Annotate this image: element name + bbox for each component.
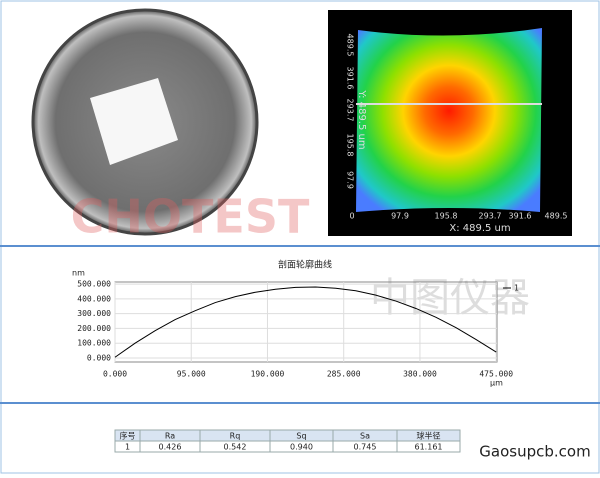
y-tick-label: 100.000 <box>77 339 111 348</box>
result-table: 序号 Ra Rq Sq Sa 球半径 1 0.426 0.542 0.940 0.745 61.161 <box>114 429 461 453</box>
x-tick-label: 0.000 <box>103 370 127 379</box>
data-cell: 0.745 <box>354 443 377 452</box>
x-axis-label: μm <box>490 379 503 388</box>
x-tick-label: 475.000 <box>479 370 513 379</box>
header-cell: Ra <box>165 432 175 441</box>
header-cell: Rq <box>230 432 241 441</box>
data-cell: 0.426 <box>159 443 182 452</box>
y-tick-label: 293.7 <box>346 99 355 122</box>
x-tick-label: 380.000 <box>403 370 437 379</box>
header-cell: Sq <box>296 432 306 441</box>
x-tick-label: 391.6 <box>509 212 532 221</box>
chart-title: 剖面轮廓曲线 <box>278 259 332 271</box>
data-cell: 61.161 <box>415 443 443 452</box>
x-tick-label: 0 <box>349 212 354 221</box>
data-cell: 0.940 <box>290 443 313 452</box>
x-tick-label: 190.000 <box>251 370 285 379</box>
y-tick-label: 391.6 <box>346 67 355 90</box>
x-tick-label: 489.5 <box>545 212 568 221</box>
y-tick-label: 195.8 <box>346 134 355 157</box>
y-axis-label: Y: 489.5 um <box>356 89 367 149</box>
y-tick-label: 400.000 <box>77 294 111 303</box>
x-axis-label: X: 489.5 um <box>449 223 510 234</box>
heatmap-surface <box>356 28 542 212</box>
watermark: CHOTEST <box>71 190 310 244</box>
y-axis-label: nm <box>72 269 85 278</box>
x-tick-label: 293.7 <box>479 212 502 221</box>
table-cell <box>396 440 461 453</box>
y-tick-label: 200.000 <box>77 324 111 333</box>
profile-curve <box>114 286 497 358</box>
x-tick-label: 97.9 <box>391 212 409 221</box>
legend-label: 1 <box>514 284 519 293</box>
footer-watermark: Gaosupcb.com <box>479 443 590 461</box>
header-cell: Sa <box>360 432 370 441</box>
header-cell: 序号 <box>120 431 136 441</box>
y-tick-label: 0.000 <box>87 354 111 363</box>
data-cell: 0.542 <box>224 443 247 452</box>
y-tick-label: 489.5 <box>346 34 355 57</box>
header-cell: 球半径 <box>417 431 441 441</box>
x-tick-label: 195.8 <box>435 212 458 221</box>
heatmap-axes: 0 97.9 195.8 293.7 391.6 489.5 X: 489.5 … <box>346 34 568 234</box>
reflection <box>90 78 178 165</box>
y-tick-label: 97.9 <box>346 171 355 189</box>
y-tick-label: 500.000 <box>77 280 111 289</box>
y-tick-label: 300.000 <box>77 309 111 318</box>
x-tick-label: 95.000 <box>177 370 206 379</box>
data-cell: 1 <box>125 443 130 452</box>
x-tick-label: 285.000 <box>327 370 361 379</box>
